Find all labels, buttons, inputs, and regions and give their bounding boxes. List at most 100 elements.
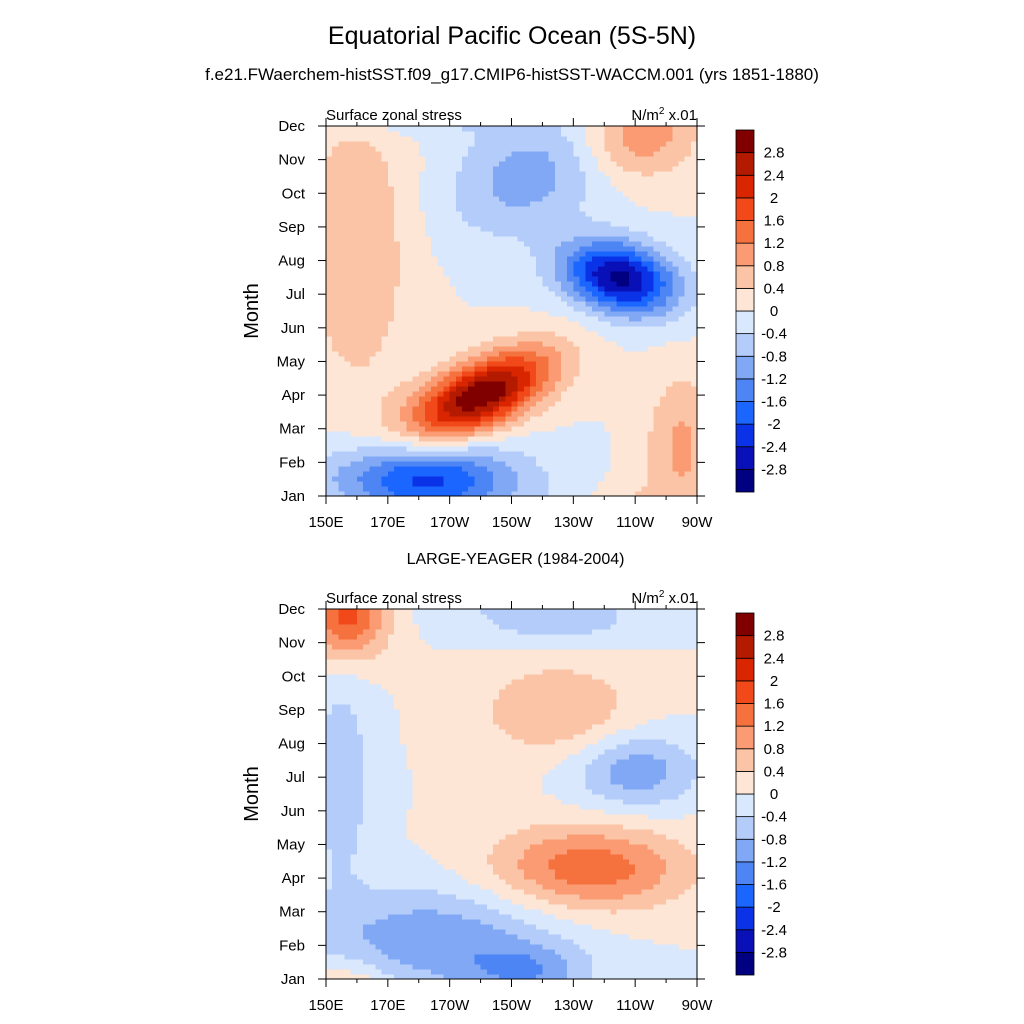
heatmap-cell: [616, 336, 624, 342]
heatmap-cell: [536, 376, 544, 382]
heatmap-cell: [523, 161, 531, 167]
heatmap-cell: [350, 331, 358, 337]
heatmap-cell: [666, 326, 673, 332]
heatmap-cell: [517, 411, 525, 417]
heatmap-cell: [449, 151, 457, 157]
heatmap-cell: [455, 331, 463, 337]
heatmap-cell: [486, 964, 494, 970]
heatmap-cell: [659, 236, 667, 242]
heatmap-cell: [684, 326, 692, 332]
heatmap-cell: [666, 969, 673, 975]
heatmap-cell: [585, 261, 593, 267]
heatmap-cell: [418, 386, 426, 392]
heatmap-cell: [666, 944, 673, 950]
heatmap-cell: [326, 291, 333, 297]
heatmap-cell: [418, 461, 426, 467]
heatmap-cell: [492, 411, 500, 417]
heatmap-cell: [641, 426, 649, 432]
heatmap-cell: [684, 176, 692, 182]
heatmap-cell: [486, 386, 494, 392]
heatmap-cell: [690, 336, 698, 342]
heatmap-cell: [443, 416, 451, 422]
heatmap-cell: [400, 166, 407, 172]
heatmap-cell: [480, 401, 488, 407]
heatmap-cell: [480, 286, 488, 292]
heatmap-cell: [499, 401, 506, 407]
heatmap-cell: [437, 226, 445, 232]
heatmap-cell: [363, 421, 370, 427]
heatmap-cell: [517, 251, 525, 257]
heatmap-cell: [394, 426, 401, 432]
heatmap-cell: [486, 291, 494, 297]
heatmap-cell: [375, 381, 383, 387]
heatmap-cell: [647, 166, 655, 172]
heatmap-cell: [653, 411, 661, 417]
heatmap-cell: [585, 266, 593, 272]
heatmap-cell: [480, 431, 488, 437]
heatmap-cell: [610, 136, 618, 142]
heatmap-cell: [350, 326, 358, 332]
heatmap-cell: [610, 316, 618, 322]
heatmap-cell: [486, 281, 494, 287]
heatmap-cell: [579, 221, 587, 227]
heatmap-cell: [616, 366, 624, 372]
heatmap-cell: [616, 436, 624, 442]
heatmap-cell: [517, 296, 525, 302]
heatmap-cell: [666, 131, 673, 137]
heatmap-cell: [659, 476, 667, 482]
heatmap-cell: [326, 241, 333, 247]
heatmap-cell: [641, 391, 649, 397]
heatmap-cell: [381, 236, 389, 242]
heatmap-cell: [511, 486, 519, 492]
heatmap-cell: [375, 266, 383, 272]
heatmap-cell: [350, 426, 358, 432]
heatmap-cell: [659, 256, 667, 262]
heatmap-cell: [455, 426, 463, 432]
heatmap-cell: [474, 321, 482, 327]
heatmap-cell: [474, 486, 482, 492]
heatmap-cell: [604, 301, 612, 307]
heatmap-cell: [492, 231, 500, 237]
heatmap-cell: [406, 221, 414, 227]
heatmap-cell: [338, 216, 346, 222]
heatmap-cell: [468, 236, 475, 242]
heatmap-cell: [356, 306, 364, 312]
heatmap-cell: [573, 326, 581, 332]
heatmap-cell: [431, 261, 438, 267]
heatmap-cell: [610, 421, 618, 427]
heatmap-cell: [585, 491, 593, 497]
heatmap-cell: [424, 286, 432, 292]
heatmap-cell: [585, 341, 593, 347]
heatmap-cell: [517, 321, 525, 327]
heatmap-cell: [356, 356, 364, 362]
heatmap-cell: [635, 161, 642, 167]
heatmap-cell: [560, 156, 568, 162]
heatmap-cell: [375, 181, 383, 187]
heatmap-cell: [412, 481, 420, 487]
heatmap-cell: [666, 466, 673, 472]
heatmap-cell: [486, 949, 494, 955]
heatmap-cell: [567, 286, 574, 292]
heatmap-cell: [523, 361, 531, 367]
heatmap-cell: [616, 969, 624, 975]
heatmap-cell: [406, 196, 414, 202]
heatmap-cell: [394, 256, 401, 262]
heatmap-cell: [647, 181, 655, 187]
heatmap-cell: [653, 481, 661, 487]
heatmap-cell: [610, 361, 618, 367]
heatmap-cell: [338, 446, 346, 452]
heatmap-cell: [579, 371, 587, 377]
heatmap-cell: [542, 391, 550, 397]
heatmap-cell: [455, 381, 463, 387]
heatmap-cell: [437, 161, 445, 167]
heatmap-cell: [406, 286, 414, 292]
heatmap-cell: [628, 211, 636, 217]
heatmap-cell: [486, 486, 494, 492]
heatmap-cell: [548, 974, 556, 980]
heatmap-cell: [542, 351, 550, 357]
heatmap-cell: [536, 176, 544, 182]
heatmap-cell: [690, 954, 698, 960]
heatmap-cell: [437, 286, 445, 292]
heatmap-cell: [684, 161, 692, 167]
